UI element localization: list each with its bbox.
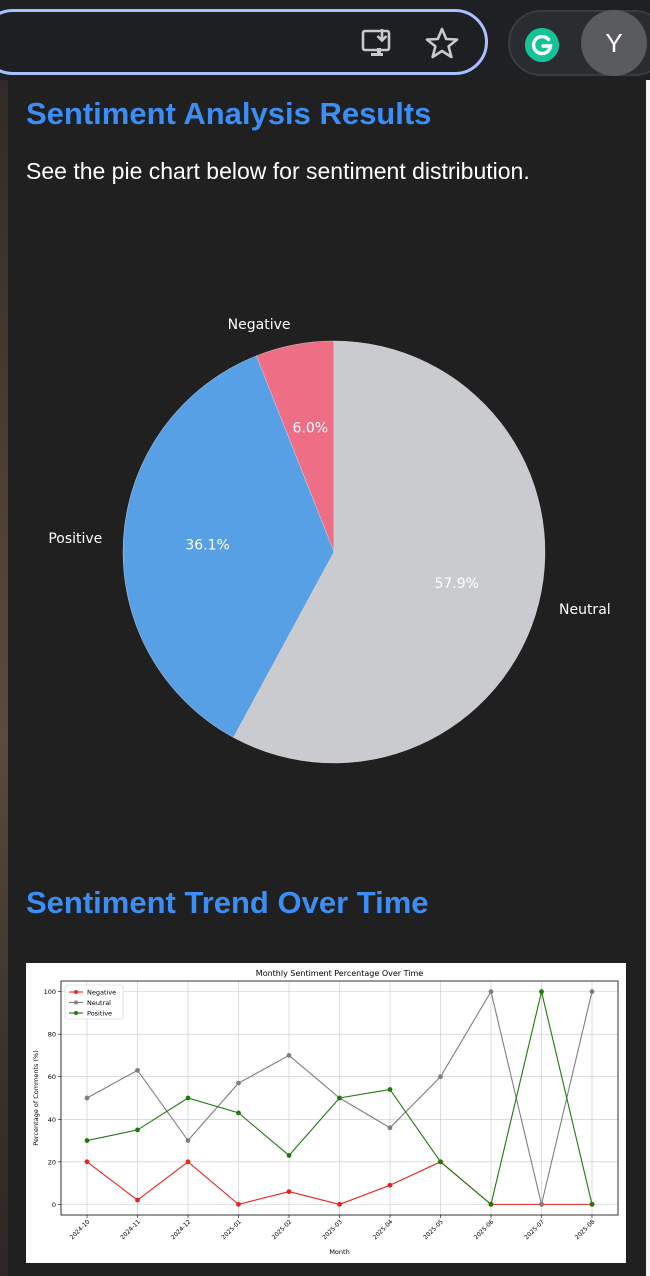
x-tick-label: 2025-07 [523,1218,546,1241]
sentiment-pie-chart: 6.0% Negative 36.1% Positive 57.9% Neutral [48,317,611,764]
x-tick-label: 2024-10 [69,1218,92,1241]
point-positive [589,1201,595,1207]
pie-percent-negative: 6.0% [292,421,328,437]
pie-slice-neutral [233,340,546,764]
point-negative [387,1182,393,1188]
extension-popup: Sentiment Analysis Results See the pie c… [8,80,646,1276]
address-bar[interactable] [0,9,488,75]
x-tick-label: 2025-05 [422,1218,445,1241]
pie-label-neutral: Neutral [559,602,611,618]
install-app-icon[interactable] [360,26,396,62]
description-text: See the pie chart below for sentiment di… [26,158,530,184]
point-negative [84,1159,90,1165]
pie-percent-positive: 36.1% [185,537,229,553]
legend-label-positive: Positive [87,1009,112,1017]
legend-label-neutral: Neutral [87,999,111,1007]
y-tick-label: 80 [48,1031,56,1039]
pie-slice-positive [122,355,335,738]
legend-label-negative: Negative [87,988,116,996]
trend-chart-image: Monthly Sentiment Percentage Over Time 0 2… [26,963,626,1263]
sentiment-trend-chart: Monthly Sentiment Percentage Over Time 0 2… [32,969,619,1256]
y-tick-label: 20 [48,1158,56,1166]
point-negative [286,1189,292,1194]
point-neutral [488,989,494,995]
pie-percent-neutral: 57.9% [434,576,478,592]
x-tick-label: 2025-08 [574,1218,597,1241]
point-neutral [589,989,595,995]
pie-label-positive: Positive [48,531,102,547]
point-positive [539,989,544,995]
point-positive [84,1138,90,1143]
point-neutral [387,1125,393,1131]
point-positive [236,1110,241,1116]
trend-legend: Negative Neutral Positive [64,984,124,1020]
point-positive [185,1095,191,1101]
trend-heading: Sentiment Trend Over Time [26,885,429,920]
point-positive [337,1095,342,1101]
results-heading: Sentiment Analysis Results [26,96,432,131]
trend-chart-title: Monthly Sentiment Percentage Over Time [256,969,423,978]
point-positive [488,1201,494,1207]
background-page-right [646,80,650,1276]
point-negative [135,1197,140,1203]
x-tick-label: 2025-01 [220,1218,243,1241]
pie-label-negative: Negative [228,317,291,333]
y-tick-label: 0 [52,1201,56,1209]
point-neutral [236,1080,241,1086]
point-negative [185,1159,191,1165]
x-tick-label: 2025-06 [473,1218,496,1241]
grammarly-icon[interactable] [525,28,559,62]
x-tick-label: 2025-04 [372,1218,395,1241]
point-neutral [438,1074,443,1080]
browser-toolbar: Y [0,0,650,80]
point-positive [135,1127,140,1133]
x-axis-label: Month [329,1248,349,1256]
point-neutral [286,1053,292,1058]
profile-avatar[interactable]: Y [581,10,647,76]
background-page-left [0,80,8,1276]
point-positive [438,1159,443,1165]
y-tick-label: 40 [48,1116,56,1124]
point-negative [337,1201,342,1207]
point-neutral [185,1138,191,1143]
point-neutral [539,1201,544,1207]
y-tick-label: 60 [48,1073,56,1081]
y-tick-label: 100 [44,988,56,996]
y-axis-label: Percentage of Comments (%) [32,1050,40,1146]
point-positive [286,1153,292,1158]
point-positive [387,1087,393,1092]
x-tick-label: 2025-03 [321,1218,344,1241]
x-tick-label: 2025-02 [271,1218,294,1241]
point-neutral [135,1067,140,1073]
point-negative [236,1201,241,1207]
x-tick-label: 2024-11 [119,1218,142,1241]
point-neutral [84,1095,90,1101]
bookmark-star-icon[interactable] [424,26,460,62]
x-tick-label: 2024-12 [170,1218,193,1241]
